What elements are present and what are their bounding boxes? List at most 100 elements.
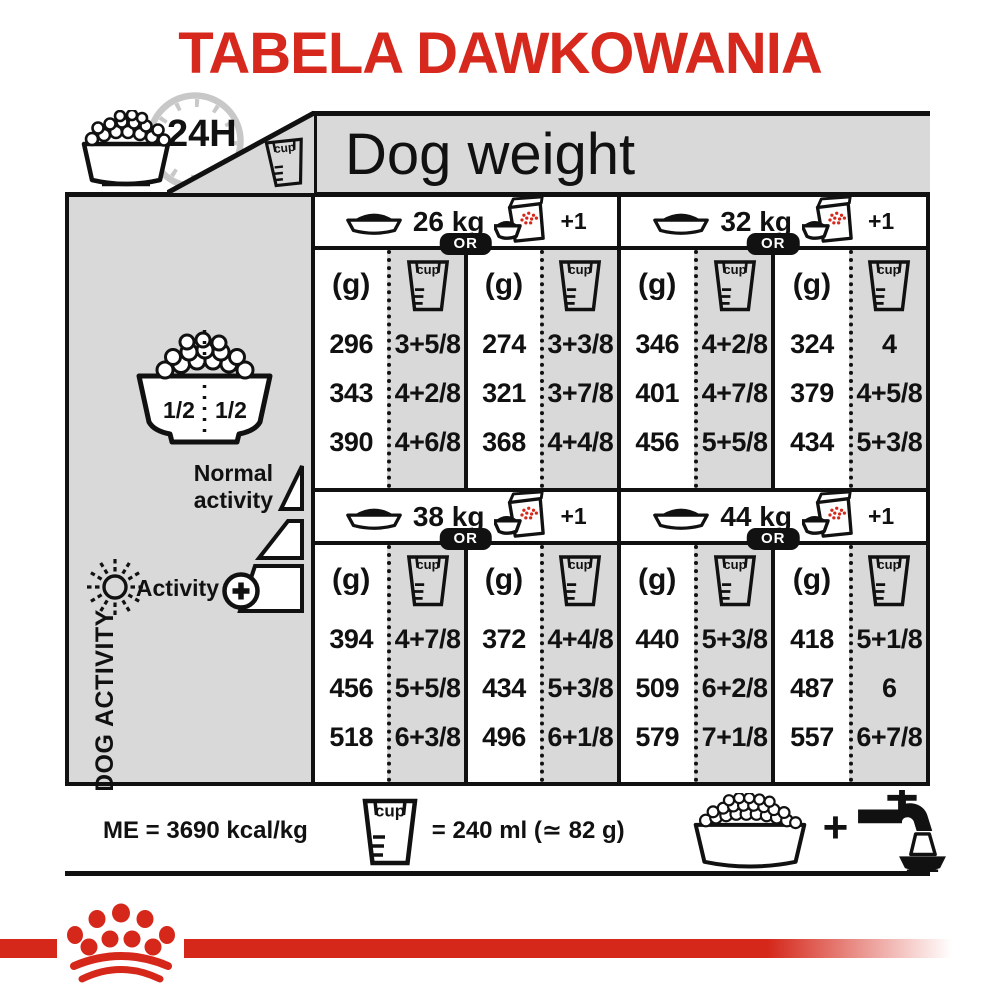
cups-column: 4+4/8 5+3/8 6+1/8 xyxy=(540,545,617,782)
grams-value: 557 xyxy=(790,722,834,752)
cup-header xyxy=(391,545,463,615)
cups-value: 5+3/8 xyxy=(701,624,768,654)
cups-value: 5+3/8 xyxy=(547,673,614,703)
weight-label: 38 kg xyxy=(412,500,485,532)
grams-value: 379 xyxy=(790,378,834,408)
grams-value: 456 xyxy=(329,673,373,703)
cups-value: 6+1/8 xyxy=(547,722,614,752)
or-badge: OR xyxy=(439,528,492,550)
grams-value: 434 xyxy=(790,427,834,457)
grams-column: (g) 440 509 579 xyxy=(621,545,694,782)
grams-value: 372 xyxy=(482,624,526,654)
weight-label: 32 kg xyxy=(720,205,792,237)
grams-column: (g) 274 321 368 xyxy=(463,250,540,488)
grams-value: 434 xyxy=(482,673,526,703)
food-bag-icon xyxy=(494,490,546,538)
cups-value: 5+5/8 xyxy=(394,673,461,703)
bowl-icon xyxy=(653,213,710,235)
cup-icon xyxy=(866,257,912,313)
food-bag-icon xyxy=(801,490,853,538)
grams-value: 368 xyxy=(482,427,526,457)
cups-value: 5+3/8 xyxy=(856,427,923,457)
cups-value: 4 xyxy=(882,329,897,359)
grams-value: 394 xyxy=(329,624,373,654)
grams-column: (g) 324 379 434 xyxy=(771,250,848,488)
section-header: 38 kg +1 OR xyxy=(315,490,617,550)
section-body: (g) 394 456 518 4+7/8 5+5/8 6+3/8 (g) 37… xyxy=(315,545,617,782)
grams-header: (g) xyxy=(484,563,524,596)
grams-header: (g) xyxy=(638,268,677,301)
grams-header: (g) xyxy=(332,563,371,596)
red-band-right xyxy=(184,939,952,958)
cups-value: 4+7/8 xyxy=(394,624,461,654)
cups-value: 4+2/8 xyxy=(394,378,461,408)
grams-column: (g) 296 343 390 xyxy=(315,250,387,488)
grams-column: (g) 394 456 518 xyxy=(315,545,387,782)
weight-section-44kg: 44 kg +1 OR (g) 44 xyxy=(620,488,926,782)
grams-value: 418 xyxy=(790,624,834,654)
plus-sign: + xyxy=(822,802,849,852)
or-badge: OR xyxy=(747,233,800,255)
cups-value: 3+3/8 xyxy=(547,329,614,359)
sun-icon xyxy=(87,559,143,615)
grams-column: (g) 346 401 456 xyxy=(621,250,694,488)
cup-icon xyxy=(557,552,603,608)
grams-value: 456 xyxy=(635,427,679,457)
grams-column: (g) 418 487 557 xyxy=(771,545,848,782)
dog-activity-label: DOG ACTIVITY xyxy=(91,609,119,792)
grams-value: 579 xyxy=(635,722,679,752)
cup-header xyxy=(544,250,616,320)
grams-value: 401 xyxy=(635,378,679,408)
grams-value: 343 xyxy=(329,378,373,408)
grams-value: 496 xyxy=(482,722,526,752)
water-tap-icon xyxy=(858,789,947,872)
cup-icon xyxy=(360,794,420,868)
cup-header xyxy=(698,250,771,320)
cups-value: 4+4/8 xyxy=(547,427,614,457)
food-bag-icon xyxy=(801,195,853,243)
cup-icon xyxy=(712,552,758,608)
grams-header: (g) xyxy=(792,268,832,301)
grams-value: 390 xyxy=(329,427,373,457)
dosing-table: 1/2 1/2 DOG ACTIVITY Normal activity Act… xyxy=(65,192,930,792)
half-left-label: 1/2 xyxy=(163,397,195,423)
activity-ramp-icon xyxy=(222,465,304,613)
section-body: (g) 346 401 456 4+2/8 4+7/8 5+5/8 (g) 32… xyxy=(621,250,926,488)
cups-value: 7+1/8 xyxy=(701,722,768,752)
cup-equivalence-text: = 240 ml (≃ 82 g) xyxy=(431,817,625,844)
cup-icon xyxy=(712,257,758,313)
cup-header xyxy=(853,250,926,320)
cup-header xyxy=(544,545,616,615)
grams-value: 324 xyxy=(790,329,834,359)
grams-value: 487 xyxy=(790,673,834,703)
dog-weight-label: Dog weight xyxy=(345,121,636,187)
weight-section-32kg: 32 kg +1 OR (g) 34 xyxy=(620,195,926,488)
grams-header: (g) xyxy=(792,563,832,596)
cup-icon xyxy=(866,552,912,608)
cups-value: 5+1/8 xyxy=(856,624,923,654)
high-activity-label: Activity xyxy=(135,575,219,601)
bowl-icon xyxy=(653,508,710,530)
grams-value: 509 xyxy=(635,673,679,703)
grams-value: 321 xyxy=(482,378,526,408)
cup-icon xyxy=(557,257,603,313)
grams-value: 274 xyxy=(482,329,526,359)
24h-label: 24H xyxy=(167,113,237,155)
weight-section-38kg: 38 kg +1 OR (g) 39 xyxy=(315,488,621,782)
grams-header: (g) xyxy=(484,268,524,301)
cup-icon xyxy=(405,257,451,313)
grams-header: (g) xyxy=(638,563,677,596)
half-right-label: 1/2 xyxy=(215,397,247,423)
grams-value: 296 xyxy=(329,329,373,359)
cup-header xyxy=(391,250,463,320)
food-bowl-half-icon: 1/2 1/2 xyxy=(136,330,273,446)
info-bar: ME = 3690 kcal/kg = 240 ml (≃ 82 g) + xyxy=(65,789,947,876)
cups-value: 5+5/8 xyxy=(701,427,768,457)
section-body: (g) 296 343 390 3+5/8 4+2/8 4+6/8 (g) 27… xyxy=(315,250,617,488)
cups-value: 6+3/8 xyxy=(394,722,461,752)
cup-icon xyxy=(262,134,309,190)
grams-column: (g) 372 434 496 xyxy=(463,545,540,782)
cups-column: 4+7/8 5+5/8 6+3/8 xyxy=(387,545,464,782)
cups-value: 4+2/8 xyxy=(701,329,768,359)
